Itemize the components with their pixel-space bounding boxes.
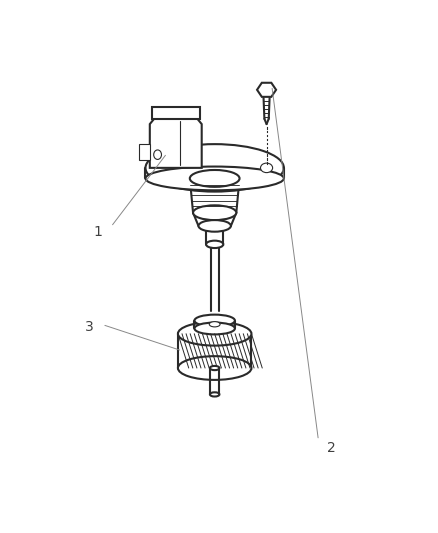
Ellipse shape bbox=[145, 144, 284, 191]
Ellipse shape bbox=[178, 322, 251, 345]
Ellipse shape bbox=[178, 356, 251, 380]
Polygon shape bbox=[139, 144, 150, 160]
Ellipse shape bbox=[193, 205, 236, 220]
Ellipse shape bbox=[194, 314, 235, 327]
Polygon shape bbox=[257, 83, 276, 97]
Text: 3: 3 bbox=[85, 320, 94, 334]
Text: 1: 1 bbox=[93, 225, 102, 239]
Polygon shape bbox=[152, 107, 200, 119]
Polygon shape bbox=[150, 119, 202, 168]
Ellipse shape bbox=[210, 392, 219, 397]
Ellipse shape bbox=[209, 321, 220, 327]
Text: 2: 2 bbox=[327, 441, 336, 456]
Ellipse shape bbox=[198, 220, 231, 232]
Ellipse shape bbox=[145, 166, 284, 190]
Ellipse shape bbox=[154, 150, 162, 159]
Ellipse shape bbox=[190, 170, 240, 187]
Ellipse shape bbox=[210, 366, 219, 370]
Ellipse shape bbox=[206, 241, 223, 248]
Ellipse shape bbox=[261, 163, 272, 173]
Ellipse shape bbox=[194, 322, 235, 334]
